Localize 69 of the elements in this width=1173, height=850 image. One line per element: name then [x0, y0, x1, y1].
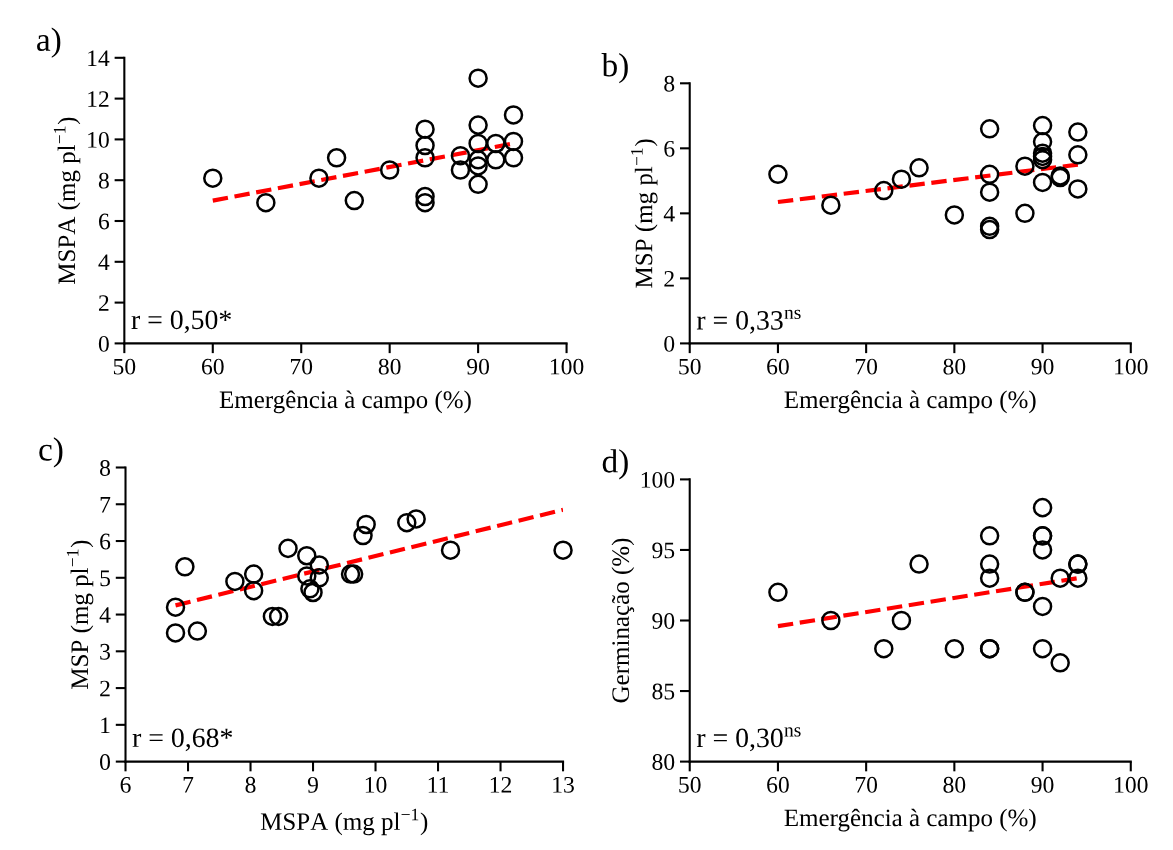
y-axis-title: MSP (mg pl$^{−1}$): [66, 540, 94, 689]
x-tick-label: 100: [1115, 776, 1148, 793]
x-tick-label: 50: [679, 776, 701, 793]
x-axis-title: Emergência à campo (%): [784, 390, 1036, 414]
x-tick-label: 100: [1115, 358, 1148, 375]
annotation: r = 0,68*: [132, 728, 233, 752]
x-tick-label: 80: [943, 776, 966, 793]
y-tick-label: 2: [98, 295, 109, 311]
y-tick-label: 80: [652, 754, 675, 771]
x-tick-label: 60: [767, 776, 789, 793]
x-tick-label: 6: [120, 776, 131, 793]
y-tick-label: 4: [99, 607, 111, 623]
y-tick-label: 8: [98, 172, 109, 189]
y-tick-label: 8: [664, 75, 675, 92]
y-tick-label: 2: [664, 270, 674, 287]
y-tick-label: 4: [98, 254, 110, 270]
x-tick-label: 80: [943, 358, 966, 375]
y-tick-label: 8: [100, 459, 111, 476]
y-axis-title: MSPA (mg pl$^{−1}$): [53, 117, 81, 285]
y-tick-label: 90: [652, 612, 675, 629]
x-tick-label: 60: [201, 358, 224, 375]
y-tick-label: 0: [664, 335, 675, 352]
y-tick-label: 100: [641, 471, 675, 488]
chart-title: d): [602, 449, 628, 480]
x-tick-label: 60: [767, 358, 789, 375]
x-tick-label: 80: [378, 358, 401, 375]
y-tick-label: 4: [663, 206, 675, 222]
x-tick-label: 90: [467, 358, 490, 375]
y-axis-title: Germinação (%): [611, 538, 635, 703]
y-tick-label: 10: [88, 131, 109, 148]
x-axis-title: MSPA (mg pl$^{−1}$): [260, 808, 428, 836]
y-tick-label: 3: [100, 643, 111, 660]
x-tick-label: 90: [1031, 776, 1054, 793]
y-tick-label: 1: [101, 717, 110, 734]
x-tick-label: 12: [490, 776, 512, 793]
chart-title: a): [37, 27, 61, 58]
y-tick-label: 2: [100, 680, 110, 697]
y-tick-label: 5: [100, 570, 111, 587]
x-axis-title: Emergência à campo (%): [784, 808, 1036, 832]
y-tick-label: 6: [98, 213, 110, 230]
annotation: r = 0,33$^{ns}$: [696, 309, 801, 334]
chart-title: b): [601, 53, 628, 84]
chart-title: c): [39, 437, 63, 468]
y-tick-label: 6: [664, 140, 675, 157]
x-tick-label: 100: [550, 358, 584, 375]
x-tick-label: 9: [307, 776, 318, 793]
y-tick-label: 12: [88, 91, 109, 107]
y-tick-label: 0: [100, 754, 111, 771]
y-tick-label: 14: [88, 50, 110, 66]
y-tick-label: 95: [652, 542, 675, 559]
x-tick-label: 90: [1031, 358, 1054, 375]
x-tick-label: 11: [428, 776, 448, 793]
x-tick-label: 50: [679, 358, 701, 375]
y-tick-label: 85: [652, 683, 675, 700]
x-tick-label: 70: [855, 776, 878, 793]
x-tick-label: 7: [183, 777, 194, 793]
x-tick-label: 70: [855, 358, 878, 375]
annotation: r = 0,50*: [131, 310, 231, 334]
x-tick-label: 70: [290, 358, 313, 375]
x-tick-label: 50: [113, 358, 136, 375]
y-tick-label: 7: [100, 496, 111, 513]
x-tick-label: 10: [365, 776, 387, 793]
y-tick-label: 0: [98, 335, 109, 352]
x-tick-label: 13: [553, 776, 574, 793]
annotation: r = 0,30$^{ns}$: [696, 727, 801, 752]
y-axis-title: MSP (mg pl$^{−1}$): [631, 139, 658, 288]
x-tick-label: 8: [245, 776, 256, 793]
y-tick-label: 6: [100, 533, 111, 550]
x-axis-title: Emergência à campo (%): [219, 390, 471, 414]
